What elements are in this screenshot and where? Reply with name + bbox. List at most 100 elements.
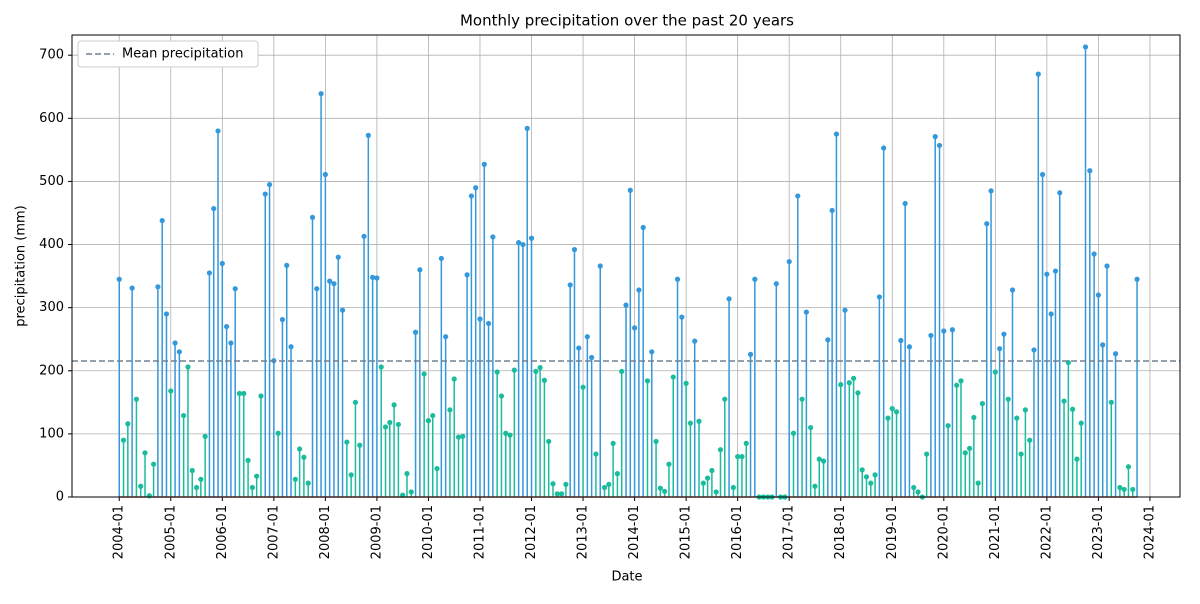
stem-marker (589, 354, 595, 361)
stem-marker (314, 286, 320, 292)
stem-marker (662, 488, 668, 494)
stem-marker (885, 415, 891, 421)
stem-marker (786, 258, 792, 265)
stem-marker (838, 382, 844, 388)
stem-marker (146, 493, 152, 499)
stem-marker (915, 489, 921, 495)
stem-marker (752, 276, 758, 282)
stem-marker (125, 421, 131, 427)
stem-marker (863, 474, 870, 480)
stem-marker (558, 491, 565, 497)
x-tick-label: 2015-01 (679, 505, 694, 559)
stem-marker (726, 296, 732, 302)
stem-marker (455, 434, 462, 440)
stem-marker (1095, 292, 1102, 298)
stem-marker (541, 377, 548, 383)
stem-marker (206, 270, 213, 276)
stem-marker (872, 472, 878, 478)
stem-marker (1039, 171, 1046, 178)
stem-marker (400, 492, 406, 498)
stem-marker (335, 254, 341, 260)
stem-marker (503, 430, 509, 436)
stem-marker (704, 475, 711, 481)
stem-marker (382, 424, 389, 430)
x-tick-label: 2009-01 (369, 505, 384, 559)
stem-marker (932, 134, 938, 140)
stem-marker (460, 433, 466, 440)
stem-marker (464, 272, 470, 278)
stem-marker (254, 473, 260, 479)
stem-marker (258, 393, 264, 399)
stem-marker (893, 409, 900, 415)
stem-marker (434, 465, 440, 472)
stem-marker (795, 193, 801, 199)
stem-marker (297, 446, 303, 452)
stem-marker (301, 454, 307, 460)
stem-marker (799, 396, 805, 402)
stem-marker (241, 390, 247, 397)
stem-marker (653, 438, 659, 445)
stem-marker (150, 461, 157, 467)
stem-marker (275, 430, 281, 436)
stem-marker (700, 480, 706, 486)
stem-marker (902, 200, 908, 207)
stem-marker (1052, 268, 1059, 274)
stem-marker (889, 406, 895, 412)
stem-marker (348, 472, 354, 478)
stem-marker (945, 423, 951, 429)
stem-marker (198, 476, 204, 482)
stem-marker (730, 484, 736, 491)
stem-marker (528, 235, 535, 241)
stem-marker (228, 340, 234, 346)
stem-marker (636, 287, 642, 293)
stem-marker (614, 471, 621, 477)
stem-marker (563, 481, 569, 487)
stem-marker (236, 390, 243, 397)
x-tick-label: 2010-01 (421, 505, 436, 559)
stem-marker (851, 375, 857, 381)
stem-marker (473, 185, 479, 191)
stem-marker (352, 399, 359, 405)
x-tick-label: 2006-01 (215, 505, 230, 559)
stem-marker (120, 437, 127, 443)
stem-marker (803, 309, 809, 315)
stem-marker (1014, 415, 1020, 421)
stem-marker (116, 276, 122, 282)
stem-marker (949, 327, 955, 333)
stem-marker (163, 311, 170, 317)
stem-marker (1057, 190, 1063, 196)
stem-marker (357, 442, 363, 448)
stem-marker (550, 481, 556, 487)
stem-marker (395, 421, 401, 428)
stem-marker (172, 340, 178, 346)
stem-marker (898, 337, 904, 344)
y-tick-label: 0 (56, 490, 64, 505)
stem-marker (292, 476, 298, 482)
stem-marker (322, 171, 328, 178)
plot-frame (71, 34, 1181, 498)
stem-marker (906, 344, 913, 350)
stem-marker (279, 317, 286, 323)
stem-marker (829, 207, 835, 214)
stem-marker (988, 188, 994, 194)
stem-marker (1061, 398, 1067, 404)
stem-marker (1009, 287, 1016, 293)
stem-marker (511, 367, 517, 373)
stem-marker (855, 390, 861, 396)
stem-marker (361, 233, 367, 239)
stem-marker (619, 368, 625, 375)
stem-marker (490, 234, 496, 240)
stem-marker (485, 320, 492, 327)
stem-marker (644, 378, 651, 384)
stem-marker (984, 221, 990, 227)
stem-marker (992, 369, 998, 375)
stem-marker (833, 131, 840, 137)
stem-marker (219, 260, 225, 267)
stem-marker (378, 364, 384, 370)
stem-marker (554, 491, 560, 497)
stem-marker (211, 205, 217, 212)
stem-marker (408, 489, 414, 495)
y-tick-label: 200 (39, 363, 64, 378)
stem-marker (1078, 420, 1084, 426)
